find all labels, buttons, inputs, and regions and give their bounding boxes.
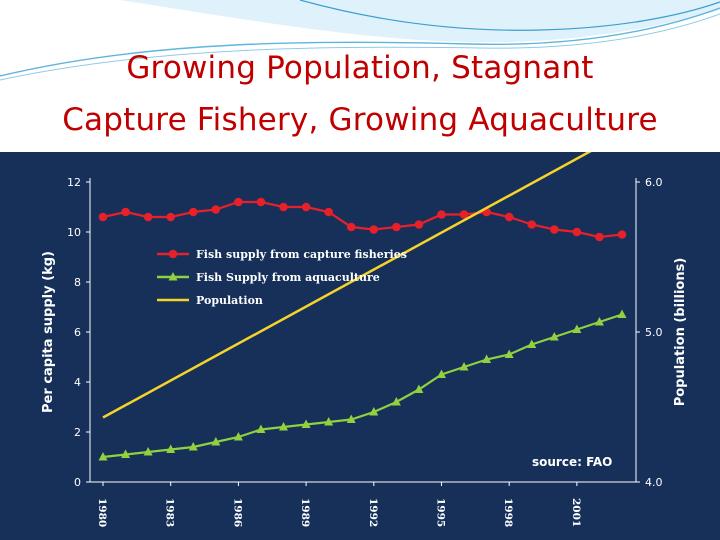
right-tick-label: 4.0 bbox=[645, 476, 663, 489]
slide-title-line-2: Capture Fishery, Growing Aquaculture bbox=[62, 102, 658, 138]
capture-point bbox=[121, 207, 130, 217]
aquaculture-point bbox=[188, 442, 198, 451]
swoosh-stroke-3 bbox=[299, 0, 720, 31]
x-tick-label: 1989 bbox=[299, 498, 311, 527]
left-tick-label: 6 bbox=[74, 326, 81, 339]
aquaculture-point bbox=[98, 452, 108, 461]
capture-point bbox=[98, 212, 108, 222]
legend: Fish supply from capture fisheries Fish S… bbox=[157, 248, 407, 307]
aquaculture-point bbox=[482, 354, 492, 363]
aquaculture-point bbox=[594, 317, 604, 326]
legend-label-population: Population bbox=[196, 294, 263, 307]
legend-marker-capture bbox=[168, 249, 178, 259]
aquaculture-point bbox=[346, 414, 356, 423]
aquaculture-point bbox=[436, 369, 446, 378]
aquaculture-point bbox=[301, 419, 311, 428]
population-series-line bbox=[102, 152, 592, 419]
capture-point bbox=[279, 202, 288, 212]
capture-point bbox=[211, 205, 221, 214]
capture-point bbox=[572, 227, 582, 237]
series-layer bbox=[98, 152, 627, 461]
aquaculture-point bbox=[211, 437, 221, 446]
x-tick-label: 1992 bbox=[367, 498, 379, 527]
y2-axis-label: Population (billions) bbox=[673, 258, 688, 407]
aquaculture-point bbox=[121, 449, 131, 458]
y-axis-label: Per capita supply (kg) bbox=[41, 251, 56, 413]
source-annotation: source: FAO bbox=[532, 455, 612, 469]
left-tick-label: 12 bbox=[67, 176, 81, 189]
x-tick-label: 2001 bbox=[570, 498, 582, 527]
right-tick-label: 6.0 bbox=[645, 176, 663, 189]
title-swoosh-decoration bbox=[0, 0, 720, 81]
capture-point bbox=[617, 230, 627, 239]
capture-point bbox=[256, 197, 266, 207]
capture-point bbox=[301, 202, 311, 212]
x-tick-label: 1983 bbox=[164, 498, 176, 527]
slide-title-line-1: Growing Population, Stagnant bbox=[126, 50, 594, 86]
capture-point bbox=[414, 220, 424, 229]
capture-point bbox=[437, 210, 446, 219]
aquaculture-point bbox=[549, 332, 559, 341]
capture-point bbox=[392, 222, 401, 232]
x-tick-label: 1998 bbox=[502, 498, 514, 527]
x-tick-label: 1980 bbox=[96, 498, 108, 527]
capture-point bbox=[595, 232, 604, 242]
swoosh-stroke-1 bbox=[0, 7, 720, 77]
aquaculture-series-line bbox=[102, 313, 623, 459]
aquaculture-point bbox=[256, 424, 266, 433]
aquaculture-point bbox=[391, 397, 401, 406]
capture-series-line bbox=[102, 200, 623, 239]
axes-layer: 0 2 4 6 8 10 12 4.0 5.0 6.0 1980 1983 1986 1989 1992 19… bbox=[41, 176, 688, 527]
left-tick-label: 0 bbox=[74, 476, 81, 489]
aquaculture-point bbox=[143, 447, 153, 456]
capture-point bbox=[143, 212, 153, 222]
capture-point bbox=[459, 210, 469, 219]
aquaculture-point bbox=[459, 362, 469, 371]
left-tick-label: 2 bbox=[74, 426, 81, 439]
capture-point bbox=[166, 212, 175, 222]
left-tick-label: 10 bbox=[67, 226, 81, 239]
fish-supply-population-chart: 0 2 4 6 8 10 12 4.0 5.0 6.0 1980 1983 1986 1989 1992 19… bbox=[41, 152, 688, 527]
swoosh-fill bbox=[120, 0, 720, 43]
chart-panel bbox=[0, 152, 720, 540]
capture-point bbox=[369, 225, 379, 234]
aquaculture-point bbox=[617, 309, 627, 318]
capture-point bbox=[527, 220, 537, 229]
aquaculture-point bbox=[324, 417, 334, 426]
aquaculture-point bbox=[166, 444, 176, 453]
capture-point bbox=[324, 207, 333, 217]
aquaculture-point bbox=[527, 339, 537, 348]
x-tick-label: 1986 bbox=[231, 498, 243, 527]
aquaculture-point bbox=[414, 384, 424, 393]
right-tick-label: 5.0 bbox=[645, 326, 663, 339]
capture-point bbox=[188, 207, 198, 217]
aquaculture-point bbox=[369, 407, 379, 416]
left-tick-label: 4 bbox=[74, 376, 81, 389]
capture-point bbox=[550, 225, 559, 234]
legend-label-capture: Fish supply from capture fisheries bbox=[196, 248, 407, 261]
capture-point bbox=[504, 212, 514, 222]
left-tick-label: 8 bbox=[74, 276, 81, 289]
x-tick-label: 1995 bbox=[434, 498, 446, 527]
aquaculture-point bbox=[572, 324, 582, 333]
capture-point bbox=[234, 197, 243, 207]
aquaculture-point bbox=[279, 422, 289, 431]
aquaculture-point bbox=[504, 349, 514, 358]
capture-point bbox=[346, 222, 356, 232]
legend-label-aquaculture: Fish Supply from aquaculture bbox=[196, 271, 380, 284]
aquaculture-point bbox=[233, 432, 243, 441]
legend-marker-aquaculture bbox=[168, 272, 178, 281]
swoosh-stroke-2 bbox=[0, 13, 720, 81]
